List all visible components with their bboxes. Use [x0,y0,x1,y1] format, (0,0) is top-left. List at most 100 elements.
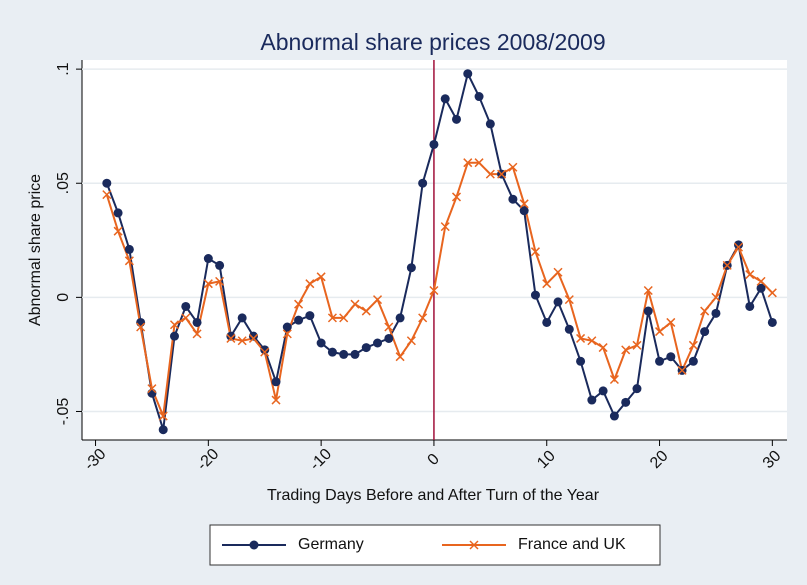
data-point [767,317,777,327]
data-point [373,295,383,305]
data-point [361,306,371,316]
data-point [373,338,383,348]
data-point [756,283,766,293]
data-point [621,397,631,407]
data-point [666,317,676,327]
data-point [485,169,495,179]
data-point [384,333,394,343]
data-point [282,322,292,332]
data-point [576,356,586,366]
data-point [282,329,292,339]
data-point [113,226,123,236]
data-point [564,295,574,305]
data-point [587,336,597,346]
data-point [395,313,405,323]
data-point [181,301,191,311]
data-point [643,306,653,316]
data-point [485,119,495,129]
data-point [248,333,258,343]
data-point [203,254,213,264]
data-point [519,206,529,216]
data-point [542,317,552,327]
data-point [350,299,360,309]
data-point [215,260,225,270]
data-point [700,327,710,337]
data-point [136,322,146,332]
data-point [226,333,236,343]
data-point [474,158,484,168]
data-point [463,69,473,79]
data-point [305,311,315,321]
data-point [553,297,563,307]
data-point [113,208,123,218]
data-point [260,347,270,357]
data-point [226,331,236,341]
data-point [237,336,247,346]
data-point [564,324,574,334]
data-point [361,343,371,353]
data-point [688,356,698,366]
data-point [609,411,619,421]
legend-marker [469,540,479,550]
data-point [598,343,608,353]
legend-label: France and UK [518,536,626,553]
data-point [632,340,642,350]
data-point [700,306,710,316]
data-point [406,263,416,273]
data-point [248,331,258,341]
data-point [102,178,112,188]
data-point [327,347,337,357]
data-point [181,313,191,323]
data-point [102,190,112,200]
data-point [124,244,134,254]
data-point [756,276,766,286]
data-point [237,313,247,323]
data-point [677,365,687,375]
data-point [147,384,157,394]
data-point [497,169,507,179]
data-point [294,299,304,309]
data-point [316,338,326,348]
data-point [339,313,349,323]
y-tick-label: .05 [55,172,72,194]
data-point [158,425,168,435]
data-point [655,356,665,366]
data-point [745,270,755,280]
data-point [587,395,597,405]
y-tick-label: -.05 [55,398,72,426]
data-point [643,285,653,296]
y-axis-label: Abnormal share price [27,174,44,326]
data-point [451,114,461,124]
data-point [395,352,405,362]
data-point [722,260,732,270]
data-point [260,345,270,355]
data-point [418,178,428,188]
data-point [542,279,552,289]
data-point [451,192,462,202]
data-point [169,331,179,341]
data-point [711,292,721,302]
data-point [655,327,665,337]
data-point [192,329,202,339]
y-tick-label: .1 [55,62,72,75]
data-point [124,256,134,266]
data-point [474,92,484,102]
data-point [215,276,225,286]
data-point [463,158,473,168]
data-point [192,317,202,327]
data-point [530,247,540,257]
data-point [294,315,304,325]
data-point [429,285,439,296]
data-point [508,162,518,172]
data-point [271,395,281,405]
data-point [418,313,428,323]
x-axis-label: Trading Days Before and After Turn of th… [267,487,600,504]
data-point [733,240,743,250]
data-point [271,377,281,387]
data-point [666,352,676,362]
data-point [711,308,721,318]
data-point [530,290,540,300]
data-point [136,317,146,327]
